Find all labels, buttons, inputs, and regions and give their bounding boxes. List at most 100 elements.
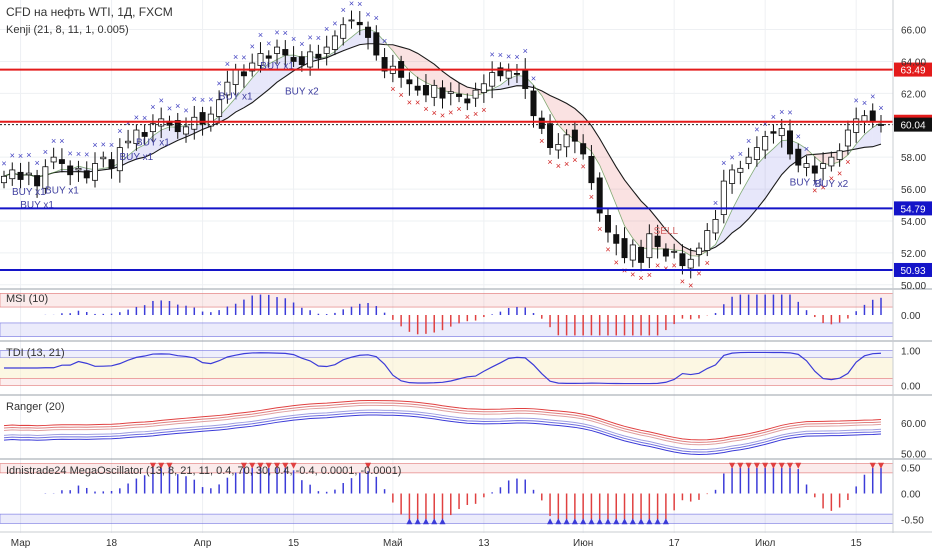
candle: × — [720, 158, 727, 224]
candle-body — [265, 55, 272, 59]
buy-marker-icon: × — [878, 103, 883, 113]
candle: × — [753, 124, 760, 167]
candle: × — [704, 223, 711, 268]
candle-body — [853, 118, 860, 133]
mega-buy-arrow-icon — [431, 518, 438, 525]
buy-marker-icon: × — [382, 36, 387, 46]
trend-band — [856, 134, 865, 149]
candle: × — [820, 152, 827, 192]
mega-sell-arrow-icon — [753, 462, 760, 469]
mega-sell-arrow-icon — [778, 462, 785, 469]
buy-marker-icon: × — [763, 119, 768, 129]
candle: × — [439, 80, 446, 121]
trend-band — [343, 37, 352, 51]
slow-ma-line — [3, 43, 882, 253]
buy-marker-icon: × — [200, 95, 205, 105]
sell-marker-icon: × — [705, 258, 710, 268]
sell-marker-icon: × — [398, 90, 403, 100]
mega-sell-arrow-icon — [786, 462, 793, 469]
sell-marker-icon: × — [589, 192, 594, 202]
sell-marker-icon: × — [837, 169, 842, 179]
candle-body — [836, 150, 843, 160]
price-level-tag — [894, 201, 932, 216]
candle: × — [58, 136, 65, 173]
buy-marker-icon: × — [68, 148, 73, 158]
buy-marker-icon: × — [365, 10, 370, 20]
mega-sell-arrow-icon — [290, 462, 297, 469]
trend-band — [665, 229, 675, 251]
trend-band — [434, 64, 443, 91]
buy-marker-icon: × — [490, 49, 495, 59]
candle-body — [307, 51, 314, 68]
mega-sell-arrow-icon — [869, 462, 876, 469]
mega-buy-arrow-icon — [563, 518, 570, 525]
candle-body — [191, 116, 198, 130]
price-tick-label: 58.00 — [901, 153, 926, 164]
trend-band — [864, 127, 873, 148]
trend-band — [128, 148, 137, 163]
sell-marker-icon: × — [672, 260, 677, 270]
sell-marker-icon: × — [680, 276, 685, 286]
tdi-upper-band — [0, 350, 894, 358]
sell-marker-icon: × — [820, 182, 825, 192]
candle-body — [480, 83, 487, 93]
mega-buy-arrow-icon — [596, 518, 603, 525]
mega-buy-arrow-icon — [646, 518, 653, 525]
buy-marker-icon: × — [324, 24, 329, 34]
time-tick-label: Июн — [573, 538, 593, 549]
candle-body — [224, 81, 231, 96]
mega-sell-arrow-icon — [795, 462, 802, 469]
buy-marker-icon: × — [804, 144, 809, 154]
candle: × — [695, 242, 702, 278]
candle: × — [580, 134, 587, 172]
buy-marker-icon: × — [862, 98, 867, 108]
tdi-mid-band — [0, 357, 893, 379]
mega-buy-arrow-icon — [613, 518, 620, 525]
candle-body — [9, 169, 16, 180]
candle: × — [406, 72, 413, 108]
buy-marker-icon: × — [523, 46, 528, 56]
trend-band — [748, 164, 757, 219]
candle-body — [75, 167, 82, 171]
trend-band — [417, 53, 426, 83]
trend-band — [351, 30, 360, 48]
candle-body — [704, 230, 711, 251]
mega-buy-arrow-icon — [638, 518, 645, 525]
candle: × — [25, 150, 32, 186]
price-tick-label: 52.00 — [901, 249, 926, 260]
candle-body — [580, 143, 587, 155]
candle: × — [216, 78, 223, 124]
buy-marker-icon: × — [26, 150, 31, 160]
buy-marker-icon: × — [721, 158, 726, 168]
trend-band — [243, 78, 253, 108]
trend-band — [740, 179, 749, 227]
candle-body — [464, 98, 471, 104]
price-tick-label: 56.00 — [901, 185, 926, 196]
trend-band — [268, 59, 278, 90]
candle-body — [323, 46, 330, 54]
buy-marker-icon: × — [291, 34, 296, 44]
candle: × — [489, 49, 496, 99]
candle-body — [530, 90, 537, 117]
candle-body — [737, 167, 744, 173]
candle: × — [348, 0, 355, 29]
price-tick-label: 54.00 — [901, 217, 926, 228]
indicator-panes: MSI (10) 0.00 TDI (13, 21) 1.00 0.00 Ranger (… — [0, 288, 932, 526]
msi-label: MSI (10) — [6, 293, 48, 305]
tdi-tick: 0.00 — [901, 381, 921, 392]
candle: × — [654, 224, 661, 270]
time-tick-label: Май — [383, 538, 403, 549]
trend-band — [450, 77, 460, 94]
candle: × — [174, 101, 181, 139]
buy-marker-icon: × — [59, 136, 64, 146]
candle: × — [422, 74, 429, 114]
last-price-label: 60.04 — [900, 121, 925, 132]
candle-body — [596, 177, 603, 214]
buy-signal-label: BUY x1 — [12, 187, 46, 198]
candle-body — [729, 169, 736, 184]
candle-body — [795, 148, 802, 166]
price-level-tag — [894, 262, 932, 277]
candle: × — [9, 150, 16, 186]
buy-marker-icon: × — [175, 101, 180, 111]
